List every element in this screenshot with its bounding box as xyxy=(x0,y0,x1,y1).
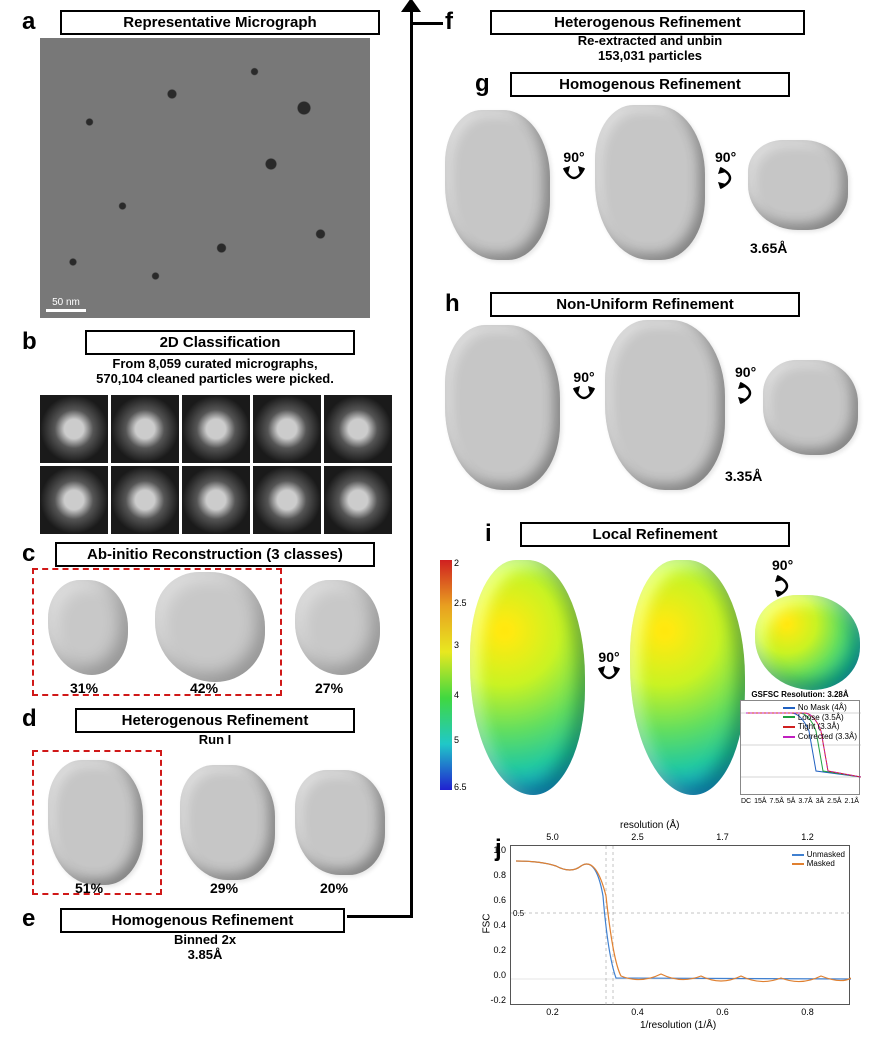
panel-a-label: a xyxy=(22,8,35,36)
flow-arrow-top-horiz xyxy=(411,22,443,25)
abinitio-blob-3 xyxy=(295,580,380,675)
panel-i-title: Local Refinement xyxy=(520,522,790,547)
gsfsc-legend: No Mask (4Å) Loose (3.5Å) Tight (3.3Å) C… xyxy=(783,703,857,741)
localref-view-2 xyxy=(630,560,745,795)
panel-j-top-label: resolution (Å) xyxy=(620,820,679,831)
rotation-angle: 90° xyxy=(563,149,584,165)
colorbar-tick: 3 xyxy=(454,640,459,650)
panel-e-label: e xyxy=(22,905,35,933)
colorbar-tick: 2 xyxy=(454,558,459,568)
flow-arrow-horiz xyxy=(347,915,412,918)
colorbar-tick: 6.5 xyxy=(454,782,467,792)
colorbar: 2 2.5 3 4 5 6.5 xyxy=(440,560,452,790)
panel-g-label: g xyxy=(475,70,490,98)
half-mark: 0.5 xyxy=(513,909,525,918)
legend-label: Masked xyxy=(807,859,835,868)
class2d-tile xyxy=(324,395,392,463)
panel-d-subtext: Run I xyxy=(150,732,280,747)
rotation-arrow-g1: 90° xyxy=(560,150,588,184)
panel-d-title: Heterogenous Refinement xyxy=(75,708,355,733)
homref-resolution: 3.65Å xyxy=(750,240,787,256)
flow-arrow-vert xyxy=(410,5,413,918)
panel-h-title: Non-Uniform Refinement xyxy=(490,292,800,317)
micrograph-image: 50 nm xyxy=(40,38,370,318)
homref-view-3 xyxy=(748,140,848,230)
flow-arrowhead-icon xyxy=(401,0,421,14)
class2d-tile xyxy=(40,466,108,534)
abinitio-pct-3: 27% xyxy=(315,680,343,696)
panel-j-top-ticks: 5.0 2.5 1.7 1.2 xyxy=(510,832,850,842)
colorbar-tick: 4 xyxy=(454,690,459,700)
class2d-tile xyxy=(253,395,321,463)
legend-label: Unmasked xyxy=(807,850,845,859)
localref-view-3 xyxy=(755,595,860,690)
rotation-arrow-h1: 90° xyxy=(570,370,598,404)
hetref-pct-3: 20% xyxy=(320,880,348,896)
legend-label: Corrected (3.3Å) xyxy=(798,732,857,742)
hetref-blob-2 xyxy=(180,765,275,880)
panel-e-title: Homogenous Refinement xyxy=(60,908,345,933)
gsfsc-title: GSFSC Resolution: 3.28Å xyxy=(741,690,859,699)
legend-label: No Mask (4Å) xyxy=(798,703,847,713)
rotation-arrow-i1: 90° xyxy=(595,650,623,684)
rotation-angle: 90° xyxy=(715,149,736,165)
fsc-ylabel: FSC xyxy=(482,914,493,934)
colorbar-tick: 2.5 xyxy=(454,598,467,608)
panel-f-subtext: Re-extracted and unbin 153,031 particles xyxy=(540,33,760,63)
hetref-blob-1 xyxy=(48,760,143,885)
panel-c-label: c xyxy=(22,540,35,568)
class2d-grid xyxy=(40,395,392,534)
panel-h-label: h xyxy=(445,290,460,318)
legend-label: Loose (3.5Å) xyxy=(798,713,844,723)
nuref-view-1 xyxy=(445,325,560,490)
localref-view-1 xyxy=(470,560,585,795)
rotation-arrow-h2: 90° xyxy=(735,365,756,407)
fsc-xticks: 0.2 0.4 0.6 0.8 xyxy=(510,1007,850,1017)
nuref-view-3 xyxy=(763,360,858,455)
class2d-tile xyxy=(253,466,321,534)
fsc-legend: Unmasked Masked xyxy=(792,850,845,868)
rotation-angle: 90° xyxy=(772,557,793,573)
panel-i-label: i xyxy=(485,520,492,548)
rotation-arrow-i2: 90° xyxy=(772,558,793,600)
rotation-angle: 90° xyxy=(598,649,619,665)
rotation-arrow-g2: 90° xyxy=(715,150,736,192)
nuref-view-2 xyxy=(605,320,725,490)
class2d-tile xyxy=(324,466,392,534)
class2d-tile xyxy=(111,395,179,463)
panel-a-title: Representative Micrograph xyxy=(60,10,380,35)
legend-label: Tight (3.3Å) xyxy=(798,722,840,732)
hetref-pct-1: 51% xyxy=(75,880,103,896)
colorbar-tick: 5 xyxy=(454,735,459,745)
rotation-angle: 90° xyxy=(573,369,594,385)
panel-f-title: Heterogenous Refinement xyxy=(490,10,805,35)
class2d-tile xyxy=(111,466,179,534)
abinitio-pct-1: 31% xyxy=(70,680,98,696)
panel-c-title: Ab-initio Reconstruction (3 classes) xyxy=(55,542,375,567)
gsfsc-xticks: DC 15Å 7.5Å 5Å 3.7Å 3Å 2.5Å 2.1Å xyxy=(741,798,859,805)
panel-b-label: b xyxy=(22,328,37,356)
panel-e-subtext: Binned 2x 3.85Å xyxy=(130,932,280,962)
panel-b-title: 2D Classification xyxy=(85,330,355,355)
panel-d-label: d xyxy=(22,705,37,733)
panel-b-subtext: From 8,059 curated micrographs, 570,104 … xyxy=(40,356,390,386)
scalebar: 50 nm xyxy=(46,297,86,312)
hetref-pct-2: 29% xyxy=(210,880,238,896)
class2d-tile xyxy=(182,466,250,534)
homref-view-1 xyxy=(445,110,550,260)
hetref-blob-3 xyxy=(295,770,385,875)
homref-view-2 xyxy=(595,105,705,260)
fsc-xlabel: 1/resolution (1/Å) xyxy=(640,1020,716,1031)
class2d-tile xyxy=(40,395,108,463)
class2d-tile xyxy=(182,395,250,463)
panel-f-label: f xyxy=(445,8,453,36)
nuref-resolution: 3.35Å xyxy=(725,468,762,484)
abinitio-pct-2: 42% xyxy=(190,680,218,696)
gsfsc-chart: GSFSC Resolution: 3.28Å No Mask (4Å) Loo… xyxy=(740,700,860,795)
fsc-chart: 0.5 Unmasked Masked xyxy=(510,845,850,1005)
panel-g-title: Homogenous Refinement xyxy=(510,72,790,97)
rotation-angle: 90° xyxy=(735,364,756,380)
